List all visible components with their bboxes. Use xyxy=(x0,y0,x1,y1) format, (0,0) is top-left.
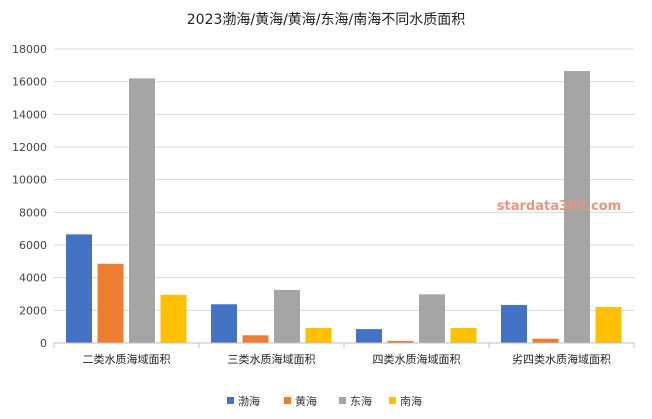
bar-渤海-三类水质海域面积 xyxy=(211,304,237,343)
bar-东海-二类水质海域面积 xyxy=(129,78,155,344)
legend-swatch xyxy=(227,397,234,404)
bar-东海-四类水质海域面积 xyxy=(419,294,445,343)
bar-南海-三类水质海域面积 xyxy=(305,327,332,343)
legend-swatch xyxy=(339,397,346,404)
legend-label: 东海 xyxy=(350,394,372,408)
chart-title: 2023渤海/黄海/黄海/东海/南海不同水质面积 xyxy=(187,11,466,28)
y-axis: 0 2000 4000 6000 8000 10000 12000 14000 16000 180… xyxy=(12,43,47,350)
bar-黄海-四类水质海域面积 xyxy=(387,340,414,343)
x-category-label: 劣四类水质海域面积 xyxy=(512,352,611,366)
y-tick-label: 12000 xyxy=(12,141,47,154)
y-tick-label: 14000 xyxy=(12,108,47,121)
legend-swatch xyxy=(284,397,291,404)
y-tick-label: 8000 xyxy=(19,206,47,219)
bar-南海-二类水质海域面积 xyxy=(160,294,187,343)
legend-label: 南海 xyxy=(400,394,422,408)
bars xyxy=(66,71,622,344)
bar-东海-劣四类水质海域面积 xyxy=(564,71,590,344)
y-tick-label: 18000 xyxy=(12,43,47,56)
bar-南海-劣四类水质海域面积 xyxy=(595,307,622,343)
y-tick-label: 0 xyxy=(40,337,47,350)
x-category-label: 三类水质海域面积 xyxy=(228,352,316,366)
legend: 渤海 黄海 东海 南海 xyxy=(227,394,422,408)
legend-label: 黄海 xyxy=(295,394,317,408)
bar-南海-四类水质海域面积 xyxy=(450,327,477,343)
legend-swatch xyxy=(389,397,396,404)
x-category-label: 四类水质海域面积 xyxy=(373,352,461,366)
x-category-label: 二类水质海域面积 xyxy=(83,352,171,366)
watermark: stardata360.com xyxy=(497,199,621,214)
bar-渤海-四类水质海域面积 xyxy=(356,329,382,343)
y-tick-label: 4000 xyxy=(19,272,47,285)
y-tick-label: 16000 xyxy=(12,76,47,89)
y-tick-label: 10000 xyxy=(12,174,47,187)
bar-东海-三类水质海域面积 xyxy=(274,289,300,343)
y-tick-label: 2000 xyxy=(19,304,47,317)
bar-黄海-劣四类水质海域面积 xyxy=(532,338,559,343)
bar-黄海-二类水质海域面积 xyxy=(97,263,124,343)
x-axis: 二类水质海域面积 三类水质海域面积 四类水质海域面积 劣四类水质海域面积 xyxy=(53,342,635,366)
bar-黄海-三类水质海域面积 xyxy=(242,335,269,343)
bar-渤海-二类水质海域面积 xyxy=(66,234,92,343)
y-tick-label: 6000 xyxy=(19,239,47,252)
legend-label: 渤海 xyxy=(238,394,260,408)
bar-渤海-劣四类水质海域面积 xyxy=(501,304,527,343)
